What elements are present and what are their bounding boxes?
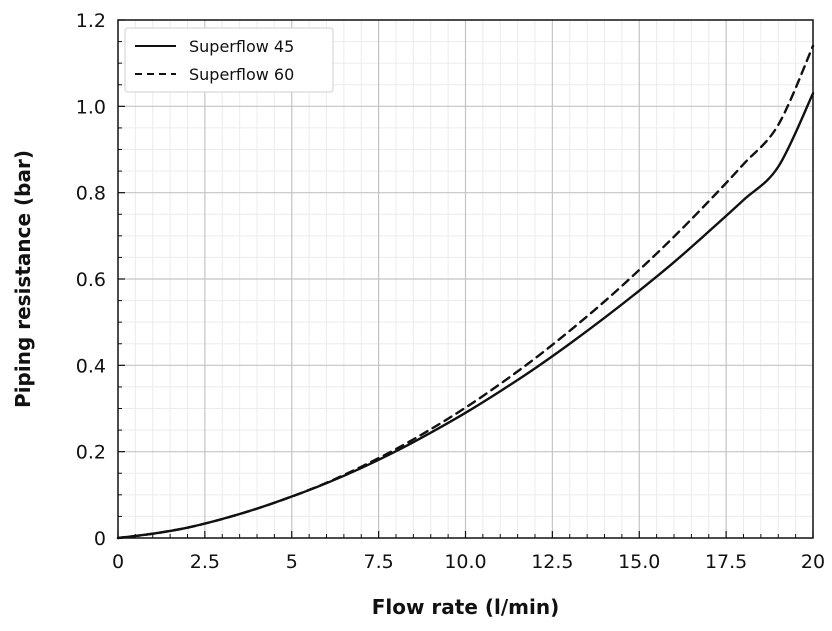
x-tick-label: 0	[112, 551, 124, 573]
axis-ticks	[117, 19, 814, 539]
x-tick-label: 20	[801, 551, 825, 573]
x-tick-label: 2.5	[190, 551, 220, 573]
y-tick-label: 0.2	[76, 442, 106, 464]
x-tick-label: 15.0	[618, 551, 660, 573]
y-tick-label: 0.6	[76, 269, 106, 291]
y-tick-label: 0.4	[76, 355, 106, 377]
x-tick-labels: 0 2.5 5 7.5 10.0 12.5 15.0 17.5 20	[112, 551, 825, 573]
y-axis-title: Piping resistance (bar)	[11, 150, 35, 408]
x-tick-label: 12.5	[531, 551, 573, 573]
y-tick-label: 0.8	[76, 183, 106, 205]
x-tick-label: 5	[286, 551, 298, 573]
x-tick-label: 7.5	[364, 551, 394, 573]
x-tick-label: 17.5	[705, 551, 747, 573]
major-grid	[118, 20, 813, 538]
y-tick-label: 1.0	[76, 96, 106, 118]
legend-label-superflow-60: Superflow 60	[189, 65, 294, 84]
x-tick-label: 10.0	[444, 551, 486, 573]
y-tick-label: 0	[94, 528, 106, 550]
legend-label-superflow-45: Superflow 45	[189, 37, 294, 56]
legend-box	[124, 27, 334, 93]
x-axis-title: Flow rate (l/min)	[372, 595, 560, 619]
y-tick-labels: 0 0.2 0.4 0.6 0.8 1.0 1.2	[76, 10, 106, 550]
series-layer	[116, 44, 815, 540]
y-tick-label: 1.2	[76, 10, 106, 32]
series-line-superflow-60	[116, 44, 815, 540]
legend: Superflow 45 Superflow 60	[124, 27, 334, 93]
